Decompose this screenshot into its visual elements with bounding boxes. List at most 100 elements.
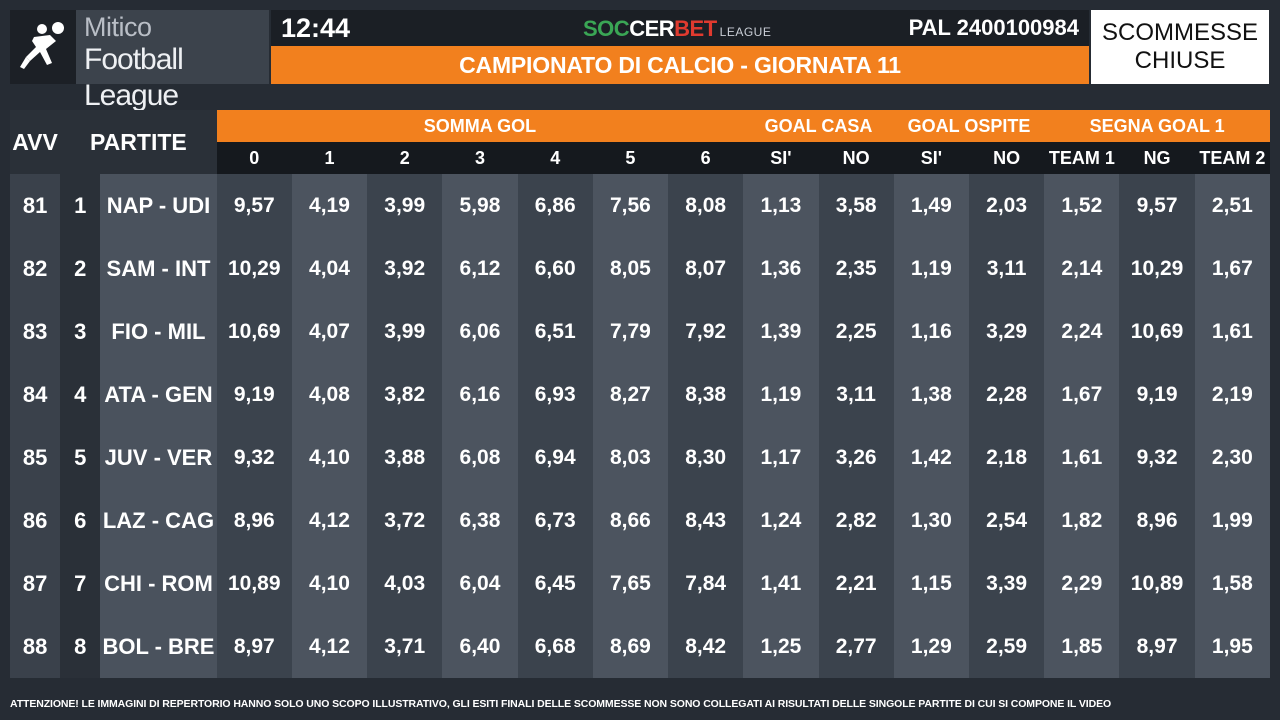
odds-cell: 9,57 [216,174,292,237]
odds-cell: 1,30 [893,489,969,552]
odds-cell: 3,82 [367,363,443,426]
odds-cell: 8,03 [592,426,669,489]
odds-cell: 3,92 [367,237,443,300]
match-index: 3 [60,300,101,363]
odds-cell: 9,19 [216,363,292,426]
odds-cell: 1,16 [893,300,969,363]
header-somma-gol: SOMMA GOL [216,110,744,142]
odds-cell: 1,41 [743,552,819,615]
odds-cell: 8,96 [216,489,292,552]
subheader-cell: 2 [367,142,443,174]
odds-cell: 8,07 [668,237,744,300]
brand-part4: LEAGUE [719,25,772,39]
odds-cell: 6,38 [442,489,518,552]
odds-cell: 1,42 [893,426,969,489]
table-row: 85 5 JUV - VER 9,32 4,10 3,88 6,08 6,94 8,03 8,30… [10,426,1270,489]
table-row: 82 2 SAM - INT 10,29 4,04 3,92 6,12 6,60 8,05 8,0… [10,237,1270,300]
match-index: 1 [60,174,101,237]
disclaimer: ATTENZIONE! LE IMMAGINI DI REPERTORIO HA… [10,698,1112,710]
match-index: 2 [60,237,101,300]
odds-cell: 8,27 [592,363,669,426]
subheader-cell: 5 [592,142,669,174]
odds-cell: 1,67 [1194,237,1270,300]
odds-cell: 1,49 [893,174,969,237]
odds-cell: 6,45 [517,552,593,615]
odds-cell: 8,43 [668,489,744,552]
odds-cell: 1,19 [743,363,819,426]
subheader-cell: TEAM 1 [1044,142,1120,174]
odds-cell: 8,97 [216,615,292,678]
odds-cell: 6,04 [442,552,518,615]
odds-cell: 1,99 [1194,489,1270,552]
odds-cell: 8,96 [1119,489,1195,552]
match-name: CHI - ROM [100,552,217,615]
subheader-cell: SI' [743,142,819,174]
odds-cell: 1,15 [893,552,969,615]
status-line2: CHIUSE [1134,47,1226,74]
brand-part3: BET [674,16,717,41]
odds-cell: 3,72 [367,489,443,552]
avv-number: 85 [10,426,61,489]
league-logo [10,10,76,84]
odds-cell: 1,61 [1194,300,1270,363]
odds-cell: 6,40 [442,615,518,678]
match-name: LAZ - CAG [100,489,217,552]
odds-cell: 10,69 [1119,300,1195,363]
table-row: 84 4 ATA - GEN 9,19 4,08 3,82 6,16 6,93 8,27 8,38… [10,363,1270,426]
odds-cell: 8,38 [668,363,744,426]
odds-cell: 8,97 [1119,615,1195,678]
clock: 12:44 [281,13,351,43]
odds-cell: 7,79 [592,300,669,363]
odds-cell: 1,85 [1044,615,1120,678]
odds-cell: 2,35 [818,237,894,300]
match-index: 4 [60,363,101,426]
brand-part1: SOC [583,16,630,41]
odds-cell: 2,77 [818,615,894,678]
match-name: JUV - VER [100,426,217,489]
odds-cell: 7,56 [592,174,669,237]
odds-cell: 5,98 [442,174,518,237]
subheader-cell: 4 [517,142,593,174]
odds-cell: 1,39 [743,300,819,363]
table-row: 81 1 NAP - UDI 9,57 4,19 3,99 5,98 6,86 7,56 8,08… [10,174,1270,237]
subheader-cell: 6 [668,142,744,174]
odds-cell: 1,58 [1194,552,1270,615]
odds-cell: 3,88 [367,426,443,489]
odds-cell: 2,59 [968,615,1045,678]
odds-cell: 6,06 [442,300,518,363]
status-line1: SCOMMESSE [1101,19,1259,46]
avv-number: 84 [10,363,61,426]
league-name-line2: Football League [84,43,184,112]
odds-cell: 8,69 [592,615,669,678]
odds-cell: 3,26 [818,426,894,489]
odds-cell: 9,57 [1119,174,1195,237]
odds-table: AVV PARTITE SOMMA GOL GOAL CASA GOAL OSP… [10,110,1270,678]
subheader-cell: 0 [216,142,292,174]
odds-cell: 3,71 [367,615,443,678]
odds-cell: 10,89 [1119,552,1195,615]
odds-cell: 10,89 [216,552,292,615]
odds-cell: 4,12 [291,615,368,678]
subheader-cell: NG [1119,142,1195,174]
avv-number: 82 [10,237,61,300]
match-name: NAP - UDI [100,174,217,237]
odds-cell: 1,17 [743,426,819,489]
odds-cell: 2,30 [1194,426,1270,489]
odds-cell: 3,99 [367,300,443,363]
odds-cell: 1,38 [893,363,969,426]
top-bar: 12:44 SOCCERBET LEAGUE PAL 2400100984 [271,10,1089,46]
match-name: SAM - INT [100,237,217,300]
odds-cell: 4,10 [291,426,368,489]
avv-number: 86 [10,489,61,552]
avv-number: 81 [10,174,61,237]
odds-cell: 3,58 [818,174,894,237]
odds-cell: 2,54 [968,489,1045,552]
odds-cell: 10,29 [216,237,292,300]
odds-cell: 6,73 [517,489,593,552]
header-partite: PARTITE [60,110,217,174]
match-index: 5 [60,426,101,489]
odds-cell: 1,19 [893,237,969,300]
subheader-cell: NO [968,142,1045,174]
subheader-cell: SI' [893,142,969,174]
league-name: Mitico Football League [76,10,269,112]
